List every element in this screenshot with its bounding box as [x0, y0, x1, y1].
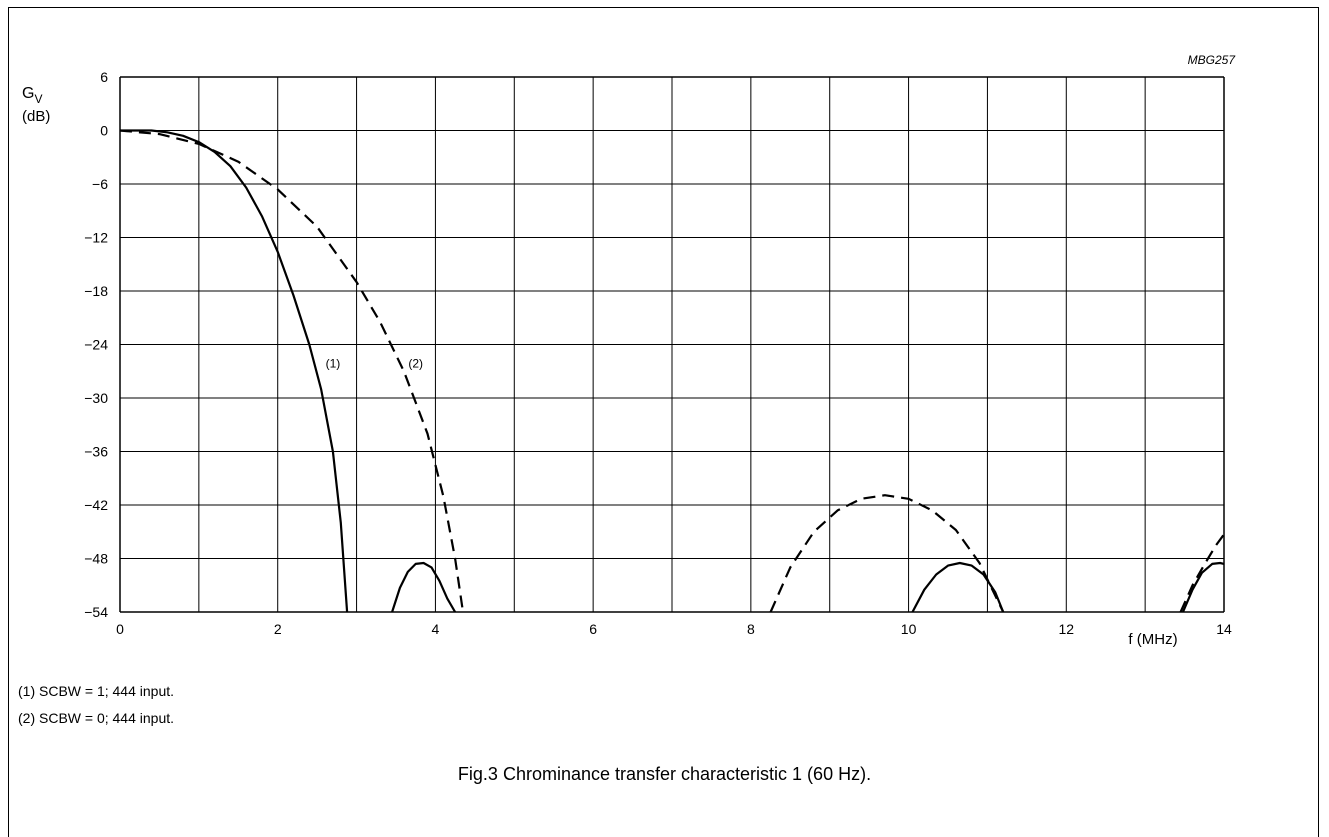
y-axis-label-main: G	[22, 85, 34, 102]
x-tick-label: 12	[1058, 621, 1074, 637]
series-1-line	[1181, 561, 1225, 613]
x-tick-label: 14	[1216, 621, 1232, 637]
y-tick-label: −30	[84, 390, 108, 406]
y-tick-label: −54	[84, 604, 108, 620]
y-tick-label: 6	[100, 69, 108, 85]
figure-frame	[8, 7, 1319, 837]
chart-series: (1) (2)	[119, 129, 1225, 613]
figure-code: MBG257	[1188, 53, 1237, 67]
y-axis-unit: (dB)	[22, 108, 50, 125]
series-2-line	[119, 129, 465, 613]
x-tick-label: 0	[116, 621, 124, 637]
series-1-line	[911, 561, 1005, 613]
series-2-line	[1179, 533, 1225, 613]
y-tick-label: −6	[92, 176, 108, 192]
x-tick-label: 4	[432, 621, 440, 637]
series-1-line	[391, 561, 457, 613]
x-tick-label: 10	[901, 621, 917, 637]
y-axis-label: GV	[22, 85, 42, 106]
x-axis-label: f (MHz)	[1128, 631, 1177, 648]
footnote-2: (2) SCBW = 0; 444 input.	[18, 710, 175, 726]
footnote-1: (1) SCBW = 1; 444 input.	[18, 683, 175, 699]
chart-grid	[119, 76, 1225, 613]
y-tick-label: −36	[84, 444, 108, 460]
y-tick-label: −42	[84, 497, 108, 513]
chart-ticks: 0 2 4 6 8 10 12 14 6 0 −6 −12 −18 −24 −30 −36 −42 −48 −54	[84, 69, 1232, 637]
series-2-line	[769, 494, 1005, 613]
y-tick-label: −24	[84, 337, 108, 353]
figure-caption: Fig.3 Chrominance transfer characteristi…	[457, 764, 872, 784]
y-tick-label: −12	[84, 230, 108, 246]
y-axis-label-sub: V	[34, 92, 42, 106]
chart-svg: (1) (2) 0 2 4 6 8 10 12 14 6 0 −6 −12 −18 −24 −30 −36 −42…	[22, 53, 1237, 648]
y-tick-label: 0	[100, 123, 108, 139]
series-1-line	[120, 129, 349, 613]
x-tick-label: 6	[589, 621, 597, 637]
x-tick-label: 2	[274, 621, 282, 637]
series-2-label: (2)	[408, 356, 423, 370]
x-tick-label: 8	[747, 621, 755, 637]
y-tick-label: −48	[84, 551, 108, 567]
y-tick-label: −18	[84, 283, 108, 299]
series-1-label: (1)	[326, 356, 341, 370]
